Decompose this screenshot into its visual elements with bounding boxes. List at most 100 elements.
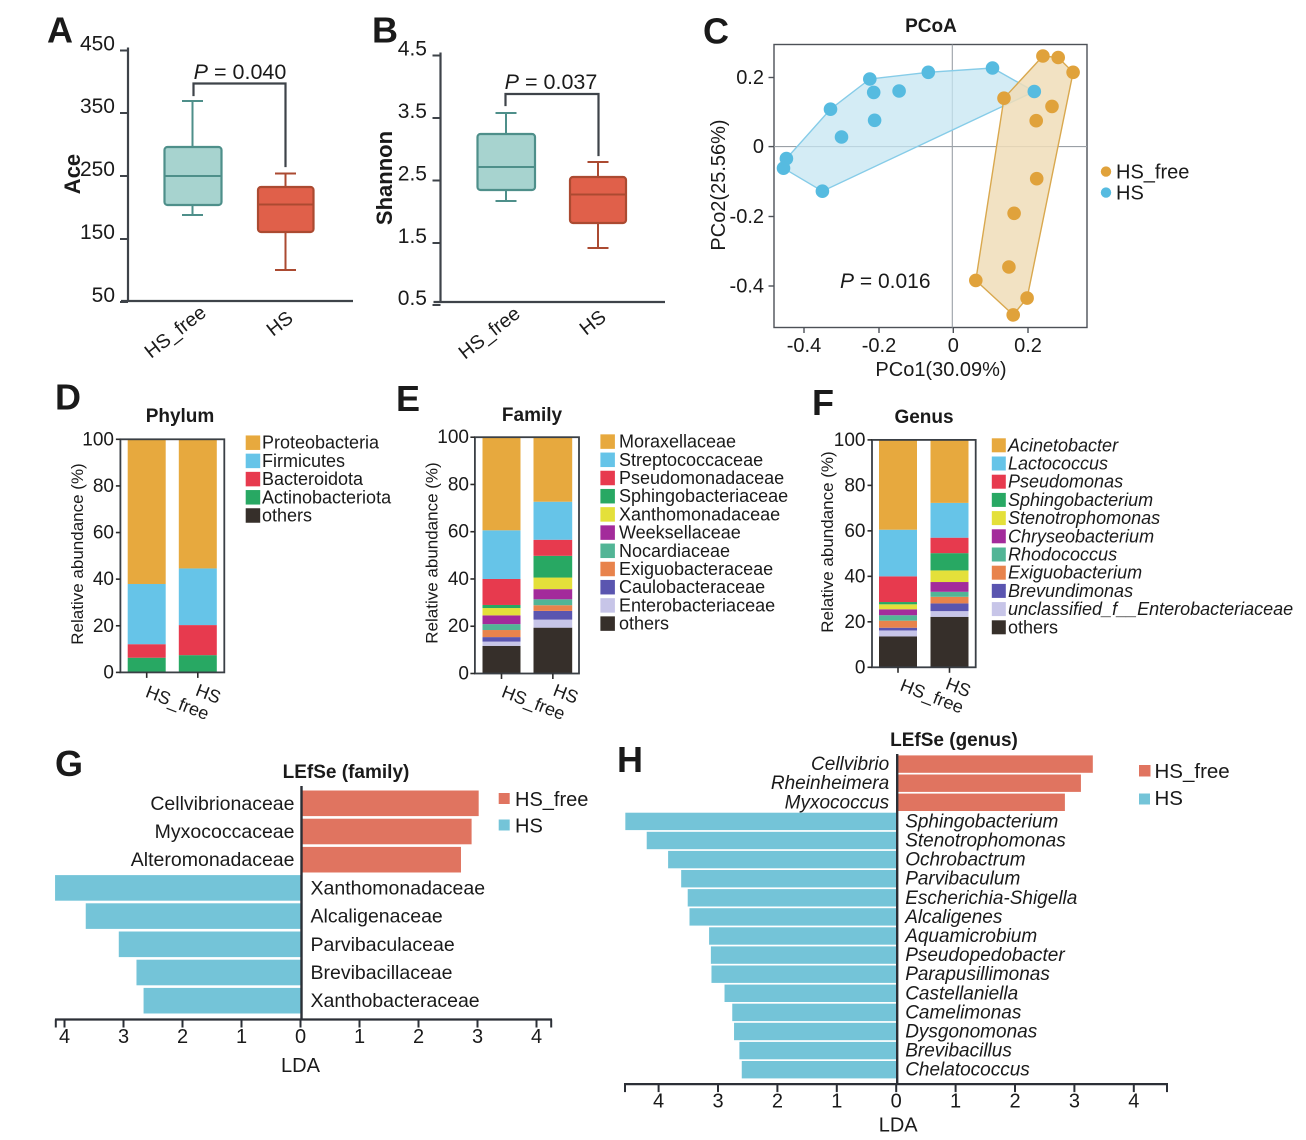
svg-text:E: E	[396, 378, 420, 419]
svg-text:others: others	[1008, 617, 1058, 637]
svg-text:3.5: 3.5	[398, 100, 427, 123]
svg-text:Family: Family	[502, 405, 563, 426]
svg-text:Firmicutes: Firmicutes	[262, 451, 345, 471]
svg-text:0: 0	[948, 335, 959, 357]
svg-text:HS_free: HS_free	[1116, 162, 1189, 184]
svg-text:Alteromonadaceae: Alteromonadaceae	[131, 849, 295, 871]
svg-text:HS: HS	[515, 816, 543, 838]
svg-text:Phylum: Phylum	[146, 406, 215, 427]
svg-text:B: B	[372, 10, 398, 51]
svg-text:3: 3	[118, 1026, 129, 1048]
svg-text:20: 20	[93, 616, 114, 637]
svg-text:D: D	[55, 377, 81, 418]
svg-text:P = 0.037: P = 0.037	[505, 70, 598, 94]
svg-text:Parvibaculum: Parvibaculum	[905, 869, 1020, 890]
svg-text:Chelatococcus: Chelatococcus	[905, 1060, 1030, 1081]
svg-text:Brevibacillaceae: Brevibacillaceae	[311, 962, 453, 984]
svg-text:P = 0.016: P = 0.016	[840, 270, 931, 293]
svg-text:Ochrobactrum: Ochrobactrum	[905, 850, 1025, 871]
svg-text:0.5: 0.5	[398, 287, 427, 310]
svg-text:2: 2	[772, 1091, 783, 1113]
svg-text:A: A	[47, 10, 73, 51]
svg-text:Myxococcaceae: Myxococcaceae	[155, 821, 295, 843]
svg-text:PCoA: PCoA	[905, 16, 957, 37]
svg-text:Dysgonomonas: Dysgonomonas	[905, 1022, 1038, 1043]
svg-text:20: 20	[844, 612, 865, 633]
svg-text:0: 0	[103, 662, 114, 683]
svg-text:Pseudomonadaceae: Pseudomonadaceae	[619, 468, 784, 488]
svg-text:-0.2: -0.2	[862, 335, 896, 357]
svg-text:1: 1	[950, 1091, 961, 1113]
svg-text:Caulobacteraceae: Caulobacteraceae	[619, 577, 765, 597]
svg-text:-0.4: -0.4	[787, 335, 821, 357]
svg-text:Sphingobacterium: Sphingobacterium	[905, 811, 1058, 832]
svg-text:F: F	[812, 382, 834, 423]
svg-text:0.2: 0.2	[1014, 335, 1042, 357]
svg-text:0: 0	[458, 664, 469, 685]
svg-text:Pseudopedobacter: Pseudopedobacter	[905, 945, 1065, 966]
svg-text:Brevundimonas: Brevundimonas	[1008, 581, 1133, 601]
svg-text:Sphingobacteriaceae: Sphingobacteriaceae	[619, 486, 788, 506]
svg-text:80: 80	[448, 474, 469, 495]
svg-text:250: 250	[80, 158, 115, 181]
svg-text:3: 3	[1069, 1091, 1080, 1113]
svg-text:Rhodococcus: Rhodococcus	[1008, 545, 1117, 565]
svg-text:450: 450	[80, 33, 115, 56]
svg-text:-0.4: -0.4	[730, 276, 764, 298]
svg-text:Alcaligenes: Alcaligenes	[904, 907, 1003, 928]
svg-text:C: C	[703, 11, 729, 52]
svg-text:PCo1(30.09%): PCo1(30.09%)	[875, 359, 1006, 381]
svg-text:Escherichia-Shigella: Escherichia-Shigella	[905, 888, 1077, 909]
svg-text:Brevibacillus: Brevibacillus	[905, 1041, 1012, 1062]
svg-text:Pseudomonas: Pseudomonas	[1008, 472, 1123, 492]
svg-text:60: 60	[844, 521, 865, 542]
svg-text:2: 2	[1009, 1091, 1020, 1113]
svg-text:H: H	[617, 739, 643, 780]
svg-text:3: 3	[712, 1091, 723, 1113]
svg-text:LEfSe (genus): LEfSe (genus)	[890, 730, 1018, 751]
svg-text:100: 100	[82, 429, 114, 450]
svg-text:P = 0.040: P = 0.040	[194, 60, 287, 84]
svg-text:2: 2	[177, 1026, 188, 1048]
svg-text:Ace: Ace	[60, 154, 85, 194]
svg-text:Lactococcus: Lactococcus	[1008, 454, 1108, 474]
svg-text:40: 40	[448, 569, 469, 590]
svg-text:Xanthomonadaceae: Xanthomonadaceae	[311, 877, 486, 899]
svg-text:40: 40	[93, 569, 114, 590]
svg-text:PCo2(25.56%): PCo2(25.56%)	[708, 119, 730, 250]
svg-text:4: 4	[59, 1026, 70, 1048]
svg-text:4: 4	[1128, 1091, 1139, 1113]
svg-text:Camelimonas: Camelimonas	[905, 1002, 1022, 1023]
svg-text:350: 350	[80, 95, 115, 118]
svg-text:1: 1	[236, 1026, 247, 1048]
svg-text:2.5: 2.5	[398, 163, 427, 186]
svg-text:Proteobacteria: Proteobacteria	[262, 433, 380, 453]
svg-text:50: 50	[92, 284, 115, 307]
svg-text:Relative abundance (%): Relative abundance (%)	[818, 451, 837, 632]
svg-text:Stenotrophomonas: Stenotrophomonas	[1008, 508, 1160, 528]
svg-text:LDA: LDA	[281, 1055, 321, 1077]
svg-text:40: 40	[844, 566, 865, 587]
svg-text:Alcaligenaceae: Alcaligenaceae	[311, 906, 443, 928]
svg-text:Exiguobacteraceae: Exiguobacteraceae	[619, 559, 773, 579]
svg-text:0: 0	[855, 657, 866, 678]
svg-text:LDA: LDA	[879, 1115, 919, 1137]
svg-text:Relative abundance (%): Relative abundance (%)	[68, 463, 87, 644]
svg-text:100: 100	[437, 427, 469, 448]
svg-text:4: 4	[653, 1091, 664, 1113]
svg-text:100: 100	[834, 430, 866, 451]
svg-text:Aquamicrobium: Aquamicrobium	[904, 926, 1037, 947]
svg-text:HS: HS	[1116, 183, 1144, 205]
svg-text:Parvibaculaceae: Parvibaculaceae	[311, 934, 455, 956]
svg-text:Xanthomonadaceae: Xanthomonadaceae	[619, 504, 780, 524]
svg-text:Weeksellaceae: Weeksellaceae	[619, 523, 741, 543]
svg-text:G: G	[55, 743, 83, 784]
svg-text:Stenotrophomonas: Stenotrophomonas	[905, 831, 1066, 852]
svg-text:others: others	[619, 614, 669, 634]
svg-text:Streptococcaceae: Streptococcaceae	[619, 450, 763, 470]
svg-text:Relative abundance (%): Relative abundance (%)	[423, 462, 442, 643]
svg-text:HS_free: HS_free	[1155, 760, 1230, 783]
svg-text:Castellaniella: Castellaniella	[905, 983, 1018, 1004]
svg-text:1: 1	[831, 1091, 842, 1113]
svg-text:Enterobacteriaceae: Enterobacteriaceae	[619, 595, 775, 615]
